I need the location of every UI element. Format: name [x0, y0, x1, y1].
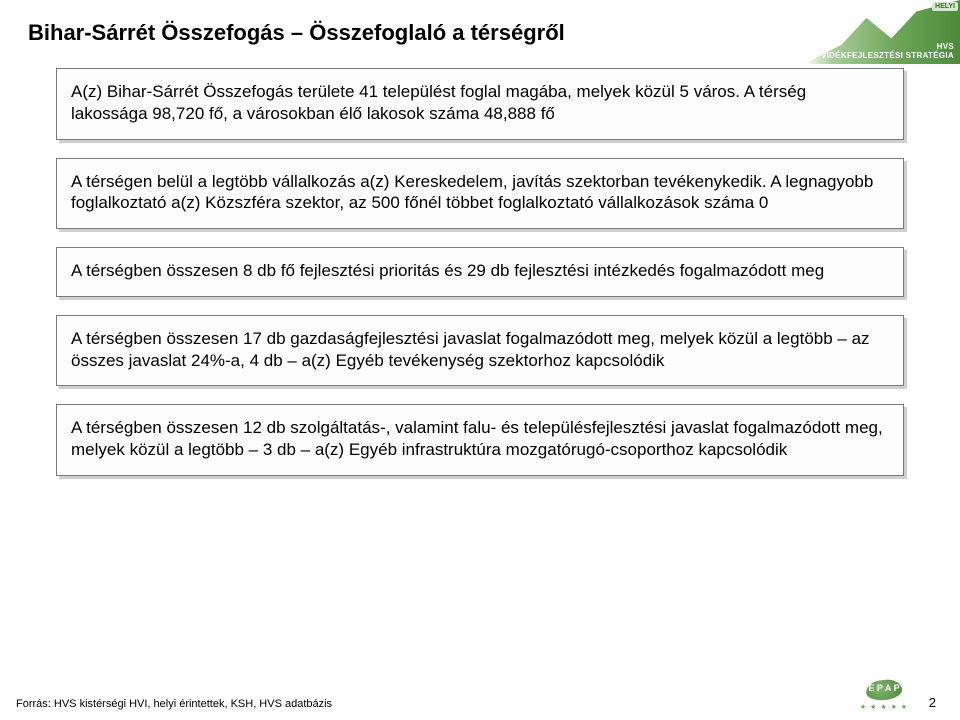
- summary-box: A térségben összesen 8 db fő fejlesztési…: [56, 247, 904, 297]
- epap-stars-icon: ★ ★ ★ ★ ★: [858, 703, 910, 711]
- summary-text: A(z) Bihar-Sárrét Összefogás területe 41…: [71, 81, 885, 125]
- summary-box: A térségben összesen 17 db gazdaságfejle…: [56, 315, 904, 387]
- logo-badge: HELYI: [932, 2, 958, 11]
- summary-text: A térségben összesen 12 db szolgáltatás-…: [71, 417, 885, 461]
- summary-box: A(z) Bihar-Sárrét Összefogás területe 41…: [56, 68, 904, 140]
- summary-text: A térségben összesen 17 db gazdaságfejle…: [71, 328, 885, 372]
- source-footnote: Forrás: HVS kistérségi HVI, helyi érinte…: [16, 698, 332, 710]
- summary-text: A térségben összesen 8 db fő fejlesztési…: [71, 260, 885, 282]
- summary-box: A térségben összesen 12 db szolgáltatás-…: [56, 404, 904, 476]
- slide-page: HELYI HVS VIDÉKFEJLESZTÉSI STRATÉGIA Bih…: [0, 0, 960, 720]
- logo-text: HVS VIDÉKFEJLESZTÉSI STRATÉGIA: [821, 43, 954, 60]
- epap-badge: E P A P ★ ★ ★ ★ ★: [858, 680, 910, 714]
- summary-box: A térségen belül a legtöbb vállalkozás a…: [56, 158, 904, 230]
- page-number: 2: [929, 695, 936, 710]
- brand-logo: HELYI HVS VIDÉKFEJLESZTÉSI STRATÉGIA: [804, 0, 960, 64]
- epap-text: E P A P: [858, 683, 910, 693]
- summary-text: A térségen belül a legtöbb vállalkozás a…: [71, 171, 885, 215]
- page-title: Bihar-Sárrét Összefogás – Összefoglaló a…: [28, 20, 565, 46]
- summary-boxes: A(z) Bihar-Sárrét Összefogás területe 41…: [56, 68, 904, 476]
- logo-line2: VIDÉKFEJLESZTÉSI STRATÉGIA: [821, 51, 954, 60]
